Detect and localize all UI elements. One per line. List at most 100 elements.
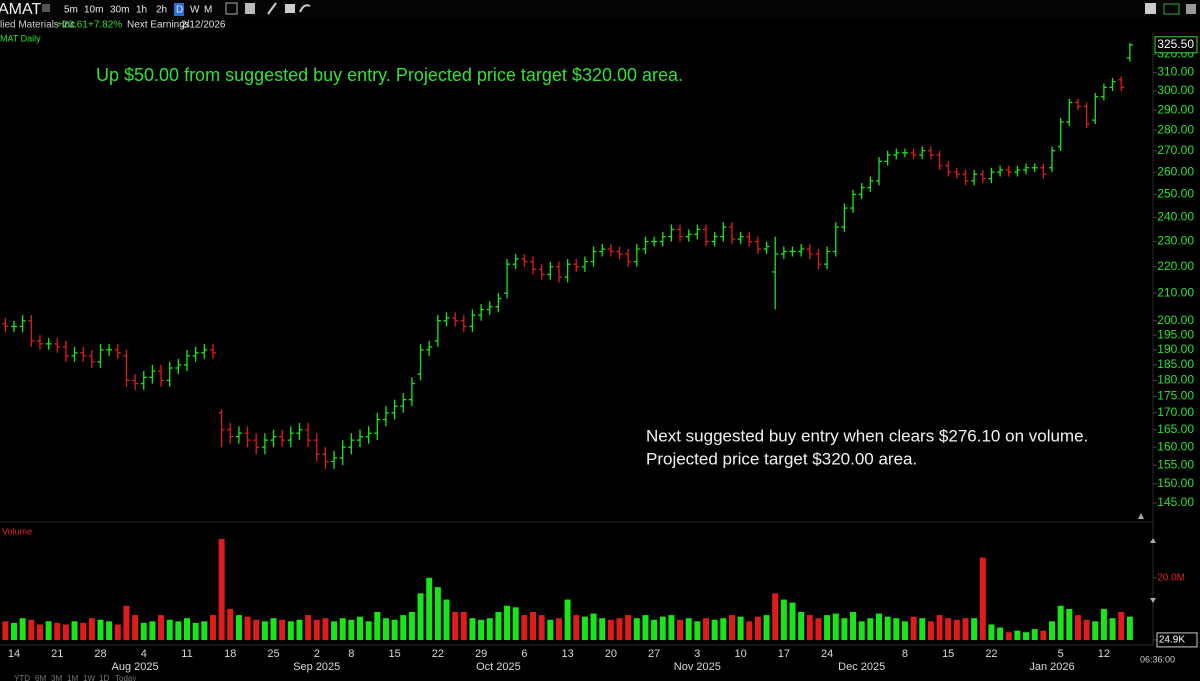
volume-bar [36,624,43,640]
interval-button[interactable]: 10m [84,5,103,16]
x-tick-label: 28 [94,648,106,660]
interval-button[interactable]: D [176,5,183,16]
volume-bar [607,619,614,640]
volume-bar [841,618,848,640]
interval-button[interactable]: M [204,5,212,16]
volume-bar [192,622,199,640]
ohlc-bar [772,236,779,310]
interval-button[interactable]: 2h [156,5,167,16]
volume-bar [780,599,787,640]
ohlc-bar [331,450,338,469]
y-tick-label: 210.00 [1157,285,1194,299]
ohlc-bar [1066,98,1073,127]
ohlc-bar [54,338,61,353]
ohlc-bar [988,167,995,184]
ohlc-bar [876,157,882,186]
ohlc-bar [227,422,234,444]
y-tick-label: 310.00 [1157,65,1194,79]
volume-bar [858,621,865,640]
last-price-label: 325.50 [1157,37,1194,51]
volume-bar [261,621,268,640]
scroll-arrow[interactable] [1150,538,1156,543]
volume-bar [997,627,1004,640]
volume-bar [936,615,943,640]
range-button[interactable]: YTD [14,674,30,681]
ohlc-bar [391,399,398,420]
tool-icon[interactable] [225,2,238,15]
volume-bar [270,618,277,640]
volume-bar [184,618,190,640]
volume-bar [642,615,649,640]
ohlc-bar [322,447,329,469]
scroll-arrow[interactable] [1138,513,1144,519]
volume-bar [114,624,121,640]
tool-icon[interactable] [245,3,255,14]
scroll-arrow[interactable] [1150,598,1156,603]
volume-bar [357,616,363,640]
ohlc-bar [1092,92,1099,125]
share-icon[interactable] [299,4,311,13]
ohlc-bar [668,224,675,242]
y-tick-label: 20.0M [1157,572,1185,583]
volume-bar [893,618,900,640]
interval-button[interactable]: W [190,5,200,16]
draw-icon[interactable] [267,2,277,15]
alert-icon[interactable] [1145,3,1156,14]
ohlc-bar [867,176,874,193]
volume-bar [1023,632,1030,640]
volume-bar [832,613,839,640]
ohlc-bar [521,254,528,267]
ohlc-bar [486,301,493,316]
ohlc-bar [184,349,190,372]
volume-bar [28,619,35,640]
interval-active [174,3,184,16]
ohlc-bar [953,167,960,179]
ohlc-bar [504,259,511,299]
volume-bar [521,615,528,640]
st-icon[interactable] [1163,3,1180,15]
tool-icon[interactable] [285,4,295,13]
interval-button[interactable]: 5m [64,5,78,16]
range-button[interactable]: 3M [51,674,62,681]
ohlc-bar [685,229,692,242]
y-tick-label: 190.00 [1157,342,1194,356]
ohlc-bar [555,261,562,283]
range-button[interactable]: 1D [99,674,109,681]
ohlc-bar [469,309,476,333]
volume-bar [806,615,813,640]
volume-bar [201,621,208,640]
y-tick-label: 300.00 [1157,83,1194,97]
volume-bar [971,618,978,640]
interval-button[interactable]: 1h [136,5,147,16]
ohlc-bar [1023,163,1030,175]
ohlc-bar [573,259,580,272]
volume-bar [945,618,952,640]
volume-bar [581,616,588,640]
volume-bar [728,615,735,640]
volume-bar [71,621,78,640]
ohlc-bar [530,256,536,275]
ohlc-bar [910,148,917,160]
y-tick-label: 290.00 [1157,102,1194,116]
ohlc-bar [287,426,294,448]
more-icon[interactable] [1186,4,1196,14]
interval-button[interactable]: 30m [110,5,129,16]
volume-bar [530,612,536,640]
x-tick-label: 15 [942,648,954,660]
ohlc-bar [140,371,147,390]
range-button[interactable]: 6M [35,674,46,681]
symbol[interactable]: AMAT [0,1,41,18]
range-button[interactable]: 1W [83,674,95,681]
x-tick-label: 11 [181,648,192,660]
range-button[interactable]: Today [115,674,136,681]
dropdown-icon[interactable] [42,4,50,12]
x-month-label: Jan 2026 [1029,661,1074,673]
x-tick-label: 8 [902,648,908,660]
ohlc-bar [201,343,208,359]
volume-bar [313,619,320,640]
range-button[interactable]: 1M [67,674,78,681]
volume-bar [677,619,684,640]
volume-bar [789,602,796,640]
ohlc-bar [478,304,485,321]
y-tick-label: 180.00 [1157,373,1194,387]
